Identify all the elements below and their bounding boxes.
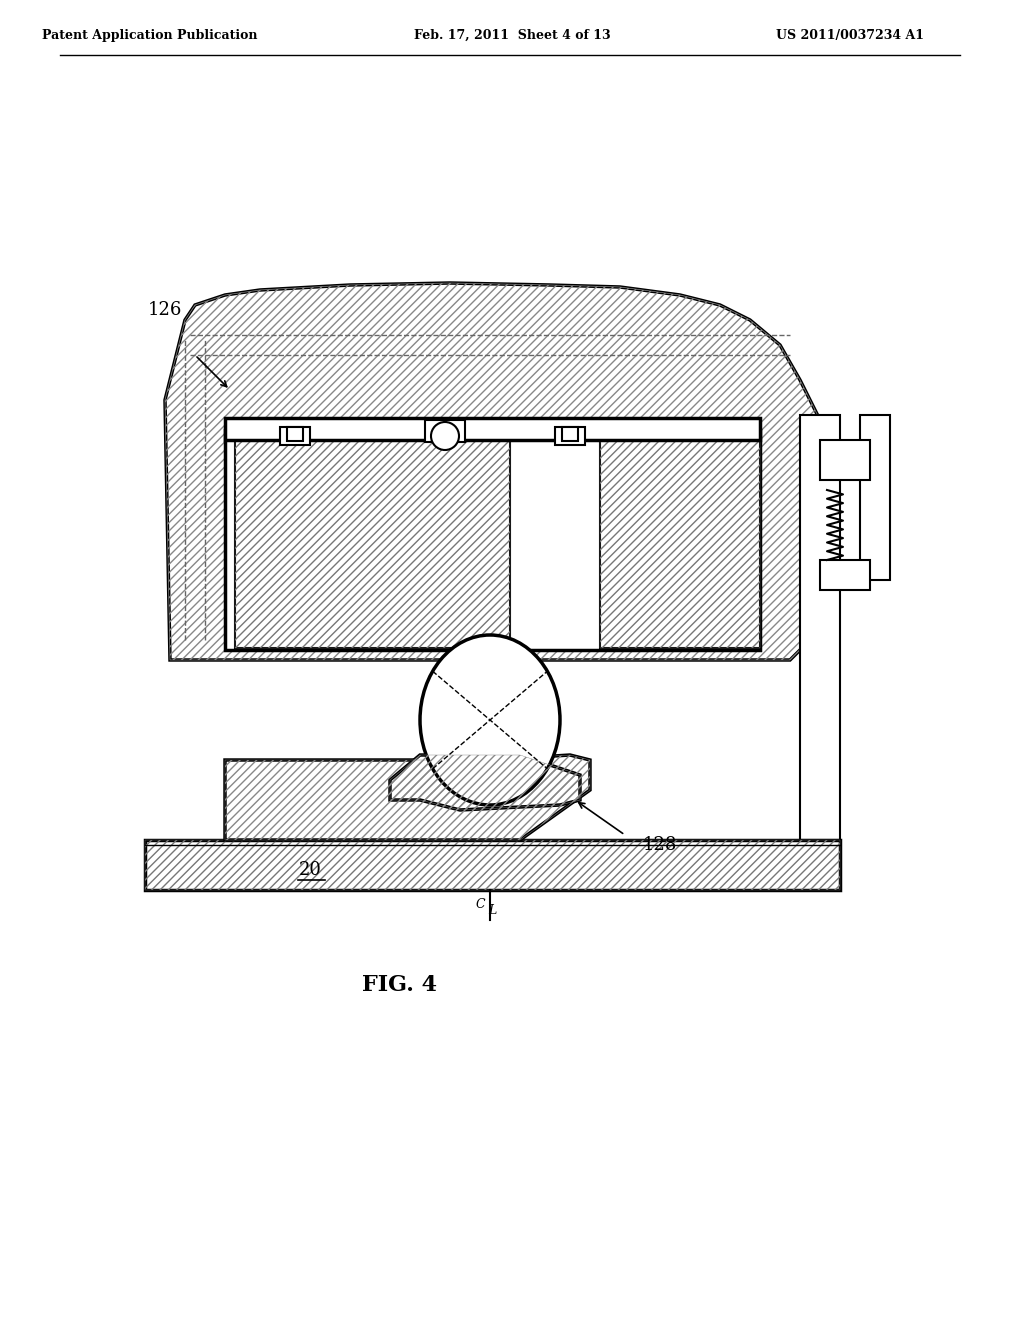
Text: C: C [475, 899, 484, 912]
Polygon shape [225, 755, 590, 840]
Text: 126: 126 [147, 301, 182, 319]
Bar [800, 414, 840, 840]
Bar [145, 840, 840, 890]
Bar [820, 440, 870, 480]
Bar [600, 438, 760, 648]
Polygon shape [430, 660, 520, 700]
Bar [280, 426, 310, 445]
Bar [225, 430, 760, 649]
Text: Feb. 17, 2011  Sheet 4 of 13: Feb. 17, 2011 Sheet 4 of 13 [414, 29, 610, 41]
Bar [234, 438, 510, 648]
Polygon shape [390, 755, 580, 810]
Bar [287, 426, 303, 441]
Bar [225, 418, 760, 440]
Bar [820, 560, 870, 590]
Ellipse shape [420, 635, 560, 805]
Text: Patent Application Publication: Patent Application Publication [42, 29, 258, 41]
Bar [562, 426, 578, 441]
Bar [555, 426, 585, 445]
Text: FIG. 4: FIG. 4 [362, 974, 437, 997]
Bar [600, 438, 760, 648]
Bar [425, 420, 465, 442]
Polygon shape [165, 282, 820, 660]
Bar [860, 414, 890, 579]
Circle shape [431, 422, 459, 450]
Text: L: L [487, 903, 496, 916]
Text: 128: 128 [643, 836, 677, 854]
Bar [145, 840, 840, 890]
Bar [234, 438, 510, 648]
Text: 20: 20 [299, 861, 322, 879]
Text: US 2011/0037234 A1: US 2011/0037234 A1 [776, 29, 924, 41]
